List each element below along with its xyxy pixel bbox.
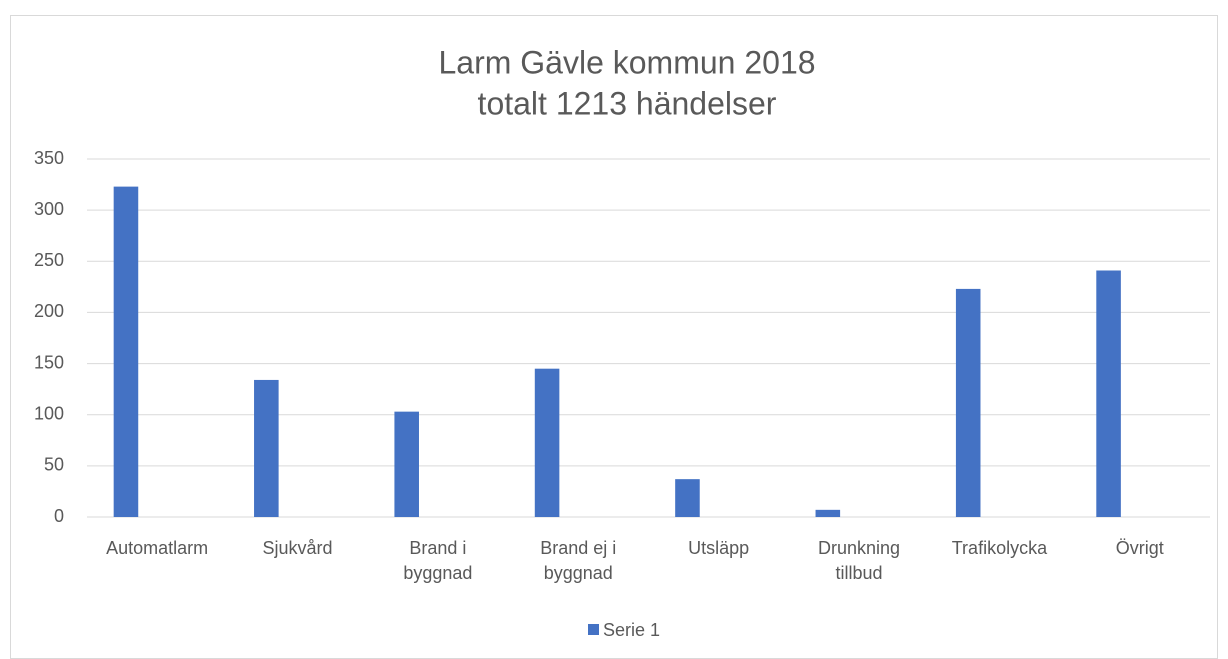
x-tick-label: Övrigt (1115, 538, 1164, 558)
x-tick-label-box: Brand i byggnad (403, 538, 473, 583)
y-tick-label: 350 (34, 148, 64, 168)
x-tick-label-box: Sjukvård (262, 538, 333, 558)
x-tick-label-box: Övrigt (1115, 538, 1164, 558)
y-tick-label: 50 (44, 455, 64, 475)
y-tick-label: 0 (54, 506, 64, 526)
bar (113, 186, 139, 518)
x-tick-label-box: Automatlarm (106, 538, 209, 558)
bar (815, 509, 841, 517)
x-tick-label: Brand ej i byggnad (540, 538, 617, 583)
x-tick-label: Utsläpp (688, 538, 750, 558)
bar (394, 411, 419, 517)
chart-subtitle: totalt 1213 händelser (478, 85, 777, 121)
y-tick-label: 100 (34, 403, 64, 423)
x-tick-label-box: Trafikolycka (951, 538, 1048, 558)
x-tick-label-box: Utsläpp (688, 538, 750, 558)
chart-border (10, 15, 1218, 659)
bar (1096, 270, 1121, 517)
chart-title: Larm Gävle kommun 2018 (438, 44, 815, 80)
legend-label: Serie 1 (603, 620, 660, 640)
bar (534, 368, 560, 517)
bar (955, 288, 981, 517)
x-tick-label: Trafikolycka (951, 538, 1048, 558)
x-tick-label-box: Brand ej i byggnad (540, 538, 617, 583)
x-tick-label: Brand i byggnad (403, 538, 473, 583)
x-tick-label-box: Drunkning tillbud (818, 538, 901, 583)
bar (675, 479, 700, 517)
y-tick-label: 300 (34, 199, 64, 219)
y-tick-label: 200 (34, 301, 64, 321)
legend-swatch (588, 624, 599, 635)
y-tick-label: 150 (34, 352, 64, 372)
x-tick-label: Drunkning tillbud (818, 538, 901, 583)
x-tick-label: Sjukvård (262, 538, 333, 558)
x-tick-label: Automatlarm (106, 538, 209, 558)
bar (254, 379, 279, 517)
y-tick-label: 250 (34, 250, 64, 270)
